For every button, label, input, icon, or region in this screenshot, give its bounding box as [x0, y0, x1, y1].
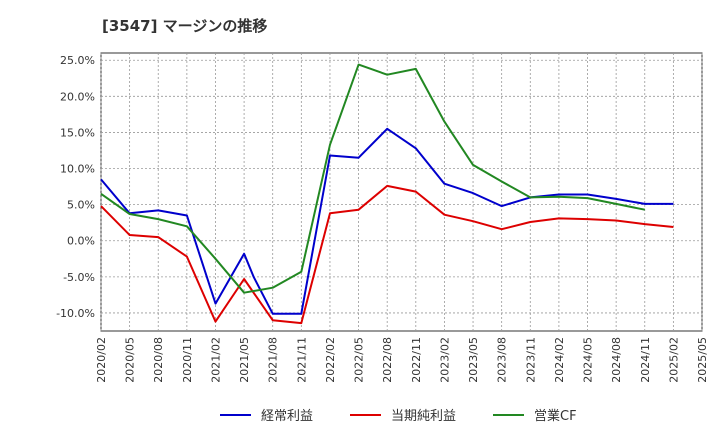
- y-tick-label: 15.0%: [60, 126, 95, 139]
- x-tick-label: 2021/02: [209, 337, 222, 383]
- x-tick-label: 2020/05: [124, 337, 137, 383]
- x-tick-label: 2024/11: [639, 337, 652, 383]
- x-tick-label: 2020/11: [181, 337, 194, 383]
- x-tick-label: 2025/02: [667, 337, 680, 383]
- x-tick-label: 2020/08: [152, 337, 165, 383]
- legend-label-0: 経常利益: [261, 409, 313, 424]
- y-tick-label: 10.0%: [60, 163, 95, 176]
- x-tick-label: 2022/02: [324, 337, 337, 383]
- x-tick-label: 2021/11: [295, 337, 308, 383]
- plot-area: [100, 52, 703, 332]
- x-tick-label: 2023/08: [496, 337, 509, 383]
- x-tick-label: 2023/02: [438, 337, 451, 383]
- series-line-1: [100, 184, 674, 325]
- x-tick-label: 2022/05: [353, 337, 366, 383]
- x-tick-label: 2021/08: [267, 337, 280, 383]
- legend-label-2: 営業CF: [534, 408, 577, 424]
- y-tick-label: -10.0%: [56, 307, 95, 320]
- y-tick-label: 20.0%: [60, 90, 95, 103]
- y-tick-label: -5.0%: [63, 271, 95, 284]
- series-line-0: [100, 127, 674, 315]
- x-tick-label: 2024/05: [582, 337, 595, 383]
- chart-title: [3547] マージンの推移: [102, 17, 268, 35]
- x-tick-label: 2021/05: [238, 337, 251, 383]
- x-tick-label: 2025/05: [696, 337, 709, 383]
- y-tick-label: 5.0%: [67, 199, 95, 212]
- x-tick-label: 2023/05: [467, 337, 480, 383]
- x-tick-label: 2020/02: [95, 337, 108, 383]
- x-tick-label: 2024/08: [610, 337, 623, 383]
- x-tick-label: 2022/11: [410, 337, 423, 383]
- legend-label-1: 当期純利益: [391, 409, 456, 424]
- x-tick-label: 2022/08: [381, 337, 394, 383]
- x-tick-label: 2024/02: [553, 337, 566, 383]
- series-line-2: [100, 63, 645, 294]
- y-tick-label: 0.0%: [67, 235, 95, 248]
- y-tick-label: 25.0%: [60, 54, 95, 67]
- x-tick-label: 2023/11: [524, 337, 537, 383]
